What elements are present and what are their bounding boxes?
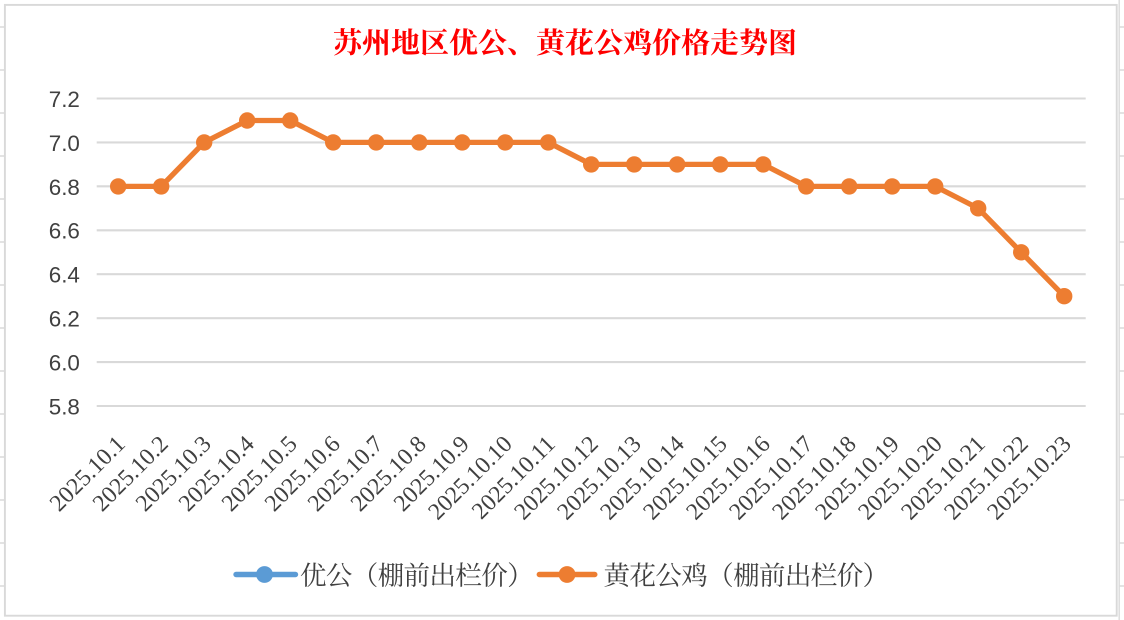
- svg-text:7.0: 7.0: [49, 131, 80, 156]
- svg-text:5.8: 5.8: [49, 394, 80, 419]
- svg-text:6.8: 6.8: [49, 175, 80, 200]
- svg-text:7.2: 7.2: [49, 87, 80, 112]
- svg-text:6.0: 6.0: [49, 351, 80, 376]
- svg-text:6.4: 6.4: [49, 263, 80, 288]
- svg-text:6.2: 6.2: [49, 307, 80, 332]
- svg-text:6.6: 6.6: [49, 219, 80, 244]
